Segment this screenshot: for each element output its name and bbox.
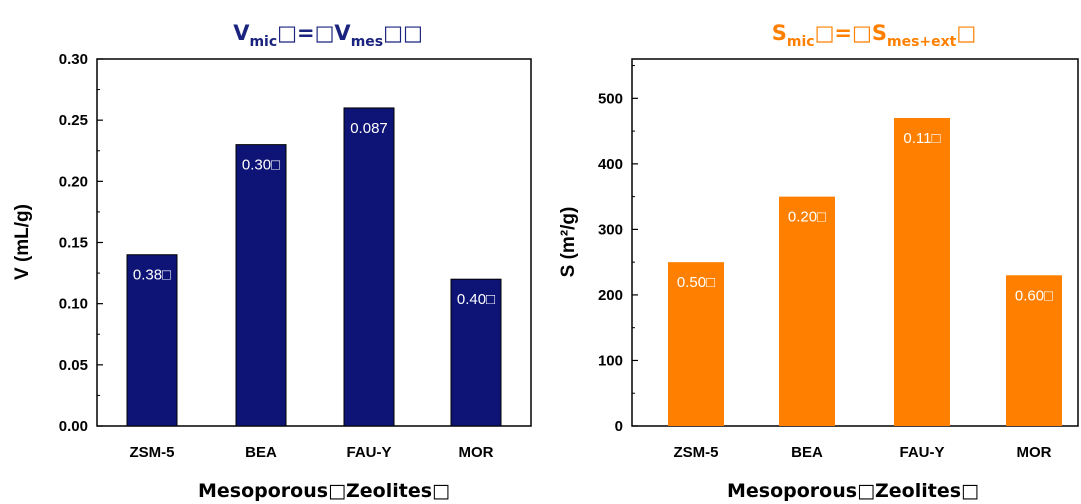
x-tick-label: ZSM-5: [130, 444, 175, 461]
y-tick-label: 0: [615, 418, 623, 435]
y-tick-label: 0.30: [59, 51, 88, 68]
y-tick-label: 0.25: [59, 112, 88, 129]
y-axis-title: S (m²/g): [558, 207, 579, 278]
y-axis-title: V (mL/g): [12, 204, 33, 280]
x-tick-label: FAU-Y: [900, 444, 945, 461]
chart-title: Vmic□=□Vmes□□: [233, 21, 423, 50]
data-label: 0.60□: [1015, 287, 1053, 304]
bars: [126, 107, 502, 427]
data-label: 0.20□: [788, 209, 826, 226]
data-label: 0.38□: [133, 267, 171, 284]
x-ticks: ZSM-5 BEA FAU-Y MOR: [130, 444, 494, 461]
data-label: 0.11□: [903, 130, 940, 147]
x-tick-label: ZSM-5: [674, 444, 719, 461]
bar-mor: [1006, 275, 1062, 426]
data-label: 0.50□: [677, 274, 715, 291]
y-ticks: 0.00 0.05 0.10 0.15 0.20 0.25 0.30: [59, 51, 103, 435]
y-tick-label: 0.20: [59, 173, 88, 190]
bar-zsm-5: [668, 262, 724, 426]
x-ticks: ZSM-5 BEA FAU-Y MOR: [674, 444, 1052, 461]
bar-bea: [235, 144, 287, 427]
data-label: 0.30□: [242, 157, 280, 174]
y-ticks: 0 100 200 300 400 500: [598, 65, 638, 435]
x-axis-title: Mesoporous□Zeolites□: [727, 480, 979, 502]
y-tick-label: 100: [598, 352, 623, 369]
bar-labels: 0.38□ 0.30□ 0.087 0.40□: [133, 120, 495, 308]
y-tick-label: 200: [598, 287, 623, 304]
bar-labels: 0.50□ 0.20□ 0.11□ 0.60□: [677, 130, 1053, 304]
bar-fau-y: [343, 107, 395, 427]
data-label: 0.40□: [457, 291, 495, 308]
bar-bea: [779, 196, 835, 426]
y-tick-label: 400: [598, 156, 623, 173]
y-tick-label: 0.05: [59, 357, 88, 374]
data-label: 0.087: [350, 120, 388, 137]
y-tick-label: 0.00: [59, 418, 88, 435]
chart-title: Smic□=□Smes+ext□: [772, 21, 976, 50]
x-tick-label: BEA: [245, 444, 277, 461]
x-tick-label: MOR: [459, 444, 494, 461]
surface-area-chart: Smic□=□Smes+ext□ 0.50□ 0.20□ 0.11□ 0.60□ 0 1…: [558, 21, 1079, 502]
x-tick-label: MOR: [1017, 444, 1052, 461]
x-axis-title: Mesoporous□Zeolites□: [198, 480, 450, 502]
x-tick-label: FAU-Y: [347, 444, 392, 461]
y-tick-label: 300: [598, 221, 623, 238]
bar-zsm-5: [126, 254, 178, 427]
plot-frame: [631, 58, 1079, 427]
bars: [668, 117, 1062, 426]
bar-mor: [450, 278, 502, 427]
y-tick-label: 0.15: [59, 235, 88, 252]
y-tick-label: 0.10: [59, 296, 88, 313]
y-tick-label: 500: [598, 90, 623, 107]
bar-fau-y: [894, 117, 950, 426]
x-tick-label: BEA: [791, 444, 823, 461]
